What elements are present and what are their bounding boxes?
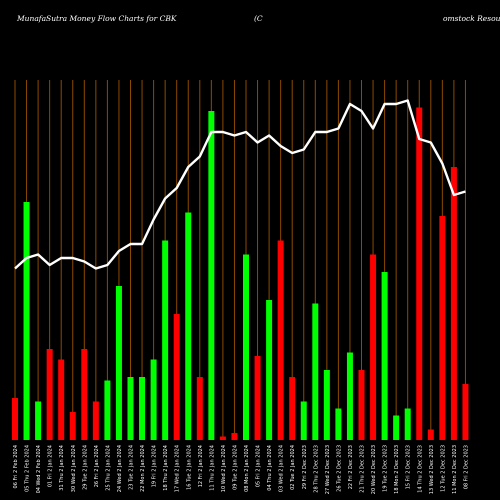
x-tick-label: 09 Tue 2 Jan 2024 xyxy=(232,445,238,490)
bar xyxy=(427,429,434,440)
bar xyxy=(46,349,53,440)
x-axis-labels: 06 Fri 2 Feb 2024 05 Thu 2 Feb 2024 04 Wed… xyxy=(13,445,469,494)
x-tick-label: 15 Fri 2 Dec 2023 xyxy=(406,445,412,489)
bar xyxy=(381,272,388,440)
bar xyxy=(243,254,249,440)
x-tick-label: 26 Fri 2 Jan 2024 xyxy=(94,445,100,487)
x-tick-label: 27 Wed 2 Dec 2023 xyxy=(325,445,331,494)
money-flow-line xyxy=(14,99,466,270)
x-tick-label: 01 Fri 2 Jan 2024 xyxy=(48,445,54,487)
x-tick-label: 10 Wed 2 Jan 2024 xyxy=(221,445,227,492)
bar xyxy=(92,401,99,440)
bar xyxy=(416,107,423,440)
bar xyxy=(162,240,169,440)
money-flow-bars xyxy=(12,107,469,440)
bar xyxy=(69,412,76,440)
bar xyxy=(231,433,238,440)
bar xyxy=(127,377,134,440)
bar xyxy=(139,377,146,440)
bar xyxy=(312,303,319,440)
bar xyxy=(23,202,30,440)
bar xyxy=(277,240,284,440)
x-tick-label: 11 Mon 2 Dec 2023 xyxy=(452,445,458,494)
x-tick-label: 21 Thu 2 Dec 2023 xyxy=(360,445,366,493)
x-tick-label: 04 Wed 2 Feb 2024 xyxy=(36,445,42,493)
bar xyxy=(462,384,469,440)
bar xyxy=(12,398,18,440)
x-tick-label: 25 Thu 2 Jan 2024 xyxy=(105,445,111,491)
x-tick-label: 29 Tue 2 Jan 2024 xyxy=(82,445,88,490)
x-tick-label: 30 Wed 2 Jan 2024 xyxy=(71,445,77,492)
bar xyxy=(289,377,296,440)
x-tick-label: 18 Mon 2 Dec 2023 xyxy=(394,445,400,494)
x-tick-label: 04 Thu 2 Jan 2024 xyxy=(267,445,273,491)
x-tick-label: 13 Wed 2 Dec 2023 xyxy=(429,445,435,494)
x-tick-label: 22 Fri 2 Dec 2023 xyxy=(348,445,354,489)
x-tick-label: 03 Wed 2 Jan 2024 xyxy=(279,445,285,492)
bar xyxy=(58,359,65,440)
x-tick-label: 06 Fri 2 Feb 2024 xyxy=(13,445,19,488)
x-tick-label: 19 Tue 2 Dec 2023 xyxy=(383,445,389,492)
x-tick-label: 19 Fri 2 Jan 2024 xyxy=(152,445,158,487)
x-tick-label: 08 Fri 2 Dec 2023 xyxy=(463,445,469,489)
x-tick-label: 05 Fri 2 Jan 2024 xyxy=(256,445,262,487)
bar xyxy=(300,401,307,440)
bar xyxy=(115,286,122,440)
chart-title-company-start: (C xyxy=(254,14,263,23)
x-tick-label: 17 Wed 2 Jan 2024 xyxy=(175,445,181,492)
bar xyxy=(393,415,400,440)
x-tick-label: 23 Tue 2 Jan 2024 xyxy=(129,445,135,490)
x-tick-label: 11 Thu 2 Jan 2024 xyxy=(209,445,215,491)
bar xyxy=(150,359,157,440)
chart-title: MunafaSutra Money Flow Charts for CBK xyxy=(17,14,177,23)
bar xyxy=(81,349,88,440)
bar xyxy=(219,436,226,440)
bar xyxy=(35,401,42,440)
bar xyxy=(404,408,411,440)
x-tick-label: 20 Wed 2 Dec 2023 xyxy=(371,445,377,494)
x-tick-label: 28 Thu 2 Dec 2023 xyxy=(313,445,319,493)
bar xyxy=(439,216,446,440)
bar xyxy=(323,370,330,440)
chart-title-company-end: omstock Resour xyxy=(443,14,500,23)
x-tick-label: 18 Thu 2 Jan 2024 xyxy=(163,445,169,491)
x-tick-label: 08 Mon 2 Jan 2024 xyxy=(244,445,250,492)
bar xyxy=(346,352,353,440)
bar xyxy=(370,254,377,440)
x-tick-label: 12 Tue 2 Dec 2023 xyxy=(440,445,446,492)
x-tick-label: 31 Thu 2 Jan 2024 xyxy=(59,445,65,491)
bar xyxy=(173,314,180,440)
bar xyxy=(196,377,203,440)
bar xyxy=(104,380,111,440)
bar xyxy=(358,370,365,440)
x-tick-label: 12 Fri 2 Jan 2024 xyxy=(198,445,204,487)
x-tick-label: 24 Wed 2 Jan 2024 xyxy=(117,445,123,492)
x-tick-label: 14 Thu 2 Dec 2023 xyxy=(417,445,423,493)
bar xyxy=(208,111,215,440)
bar xyxy=(266,300,273,440)
bar xyxy=(450,167,457,440)
x-tick-label: 26 Tue 2 Dec 2023 xyxy=(336,445,342,492)
bar xyxy=(254,356,261,440)
x-tick-label: 29 Fri 2 Dec 2023 xyxy=(302,445,308,489)
x-tick-label: 02 Tue 2 Jan 2024 xyxy=(290,445,296,490)
x-tick-label: 05 Thu 2 Feb 2024 xyxy=(25,445,31,492)
bar xyxy=(335,408,342,440)
bar xyxy=(185,212,192,440)
x-tick-label: 22 Mon 2 Jan 2024 xyxy=(140,445,146,492)
x-tick-label: 16 Tue 2 Jan 2024 xyxy=(186,445,192,490)
